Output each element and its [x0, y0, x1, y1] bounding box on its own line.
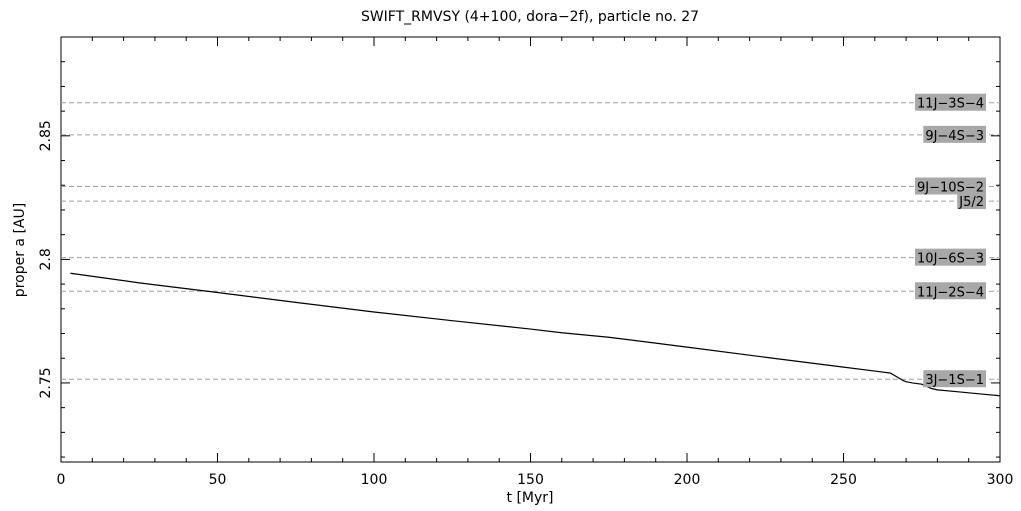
- resonance-label: 9J−10S−2: [915, 177, 986, 195]
- resonance-label: 10J−6S−3: [915, 248, 986, 267]
- axis-ticks: [60, 36, 1001, 462]
- resonance-labels: 11J−3S−4 9J−4S−3 9J−10S−2J5/2 10J−6S−3 11J−2…: [915, 93, 986, 388]
- resonance-label: 9J−4S−3: [923, 125, 986, 144]
- resonance-label-text: 11J−3S−4: [917, 97, 984, 112]
- y-tick-label: 2.8: [38, 248, 54, 270]
- resonance-label-bg: [915, 177, 986, 195]
- y-tick-label: 2.75: [38, 367, 54, 398]
- plot-frame: [60, 36, 1001, 463]
- resonance-label-bg: [923, 125, 986, 143]
- x-tick-label: 300: [987, 472, 1014, 488]
- resonance-label: 3J−1S−1: [923, 370, 986, 388]
- y-tick-label: 2.85: [38, 120, 54, 151]
- resonance-label-bg: [915, 282, 986, 300]
- x-tick-label: 100: [361, 472, 388, 488]
- resonance-label: J5/2: [957, 192, 986, 210]
- resonance-label-bg: [915, 248, 986, 266]
- x-tick-label: 150: [517, 472, 544, 488]
- x-tick-label: 250: [830, 472, 857, 488]
- resonance-label-bg: [915, 93, 986, 111]
- resonance-label-text: 9J−10S−2: [917, 180, 984, 195]
- resonance-label-bg: [923, 370, 986, 388]
- resonance-label-bg: [957, 192, 986, 210]
- x-tick-label: 50: [209, 472, 227, 488]
- resonance-label-text: 9J−4S−3: [925, 129, 984, 144]
- axis-tick-labels: 0 50 100 150 200 250 300 2.75 2.8 2.85: [38, 120, 1013, 488]
- resonance-label: 11J−2S−4: [915, 282, 986, 300]
- chart-title: SWIFT_RMVSY (4+100, dora−2f), particle n…: [361, 9, 699, 25]
- x-tick-label: 0: [57, 472, 66, 488]
- resonance-label-text: 11J−2S−4: [917, 285, 984, 300]
- resonance-label-text: J5/2: [958, 195, 984, 210]
- resonance-label-text: 3J−1S−1: [925, 373, 984, 388]
- series-line: [70, 272, 1001, 397]
- y-axis-label: proper a [AU]: [12, 203, 28, 297]
- resonance-lines: [61, 102, 1000, 380]
- resonance-label: 11J−3S−4: [915, 93, 986, 112]
- resonance-label-text: 10J−6S−3: [917, 252, 984, 267]
- x-tick-label: 200: [674, 472, 701, 488]
- x-axis-label: t [Myr]: [507, 490, 554, 506]
